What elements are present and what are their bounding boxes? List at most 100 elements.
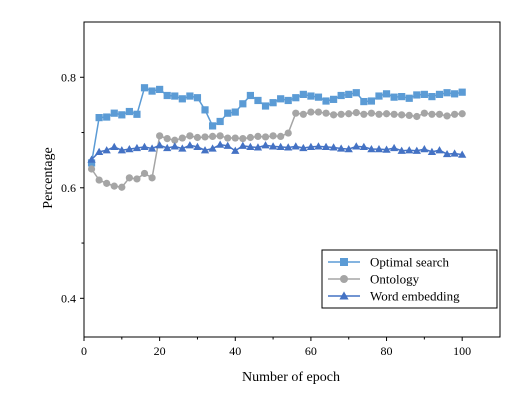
data-point <box>269 132 277 140</box>
data-point <box>216 140 225 148</box>
data-point <box>390 110 398 118</box>
plot-frame <box>83 21 501 338</box>
legend-entry: Optimal search <box>328 255 450 270</box>
data-point <box>201 106 209 114</box>
data-point <box>246 133 254 142</box>
legend-label: Word embedding <box>370 289 460 304</box>
data-point <box>103 179 111 187</box>
data-point <box>451 90 459 98</box>
data-point <box>405 111 413 119</box>
data-point <box>201 133 209 141</box>
data-point <box>321 142 331 150</box>
data-point <box>345 110 353 118</box>
data-point <box>254 96 262 105</box>
data-point <box>110 182 118 190</box>
data-point <box>110 142 119 150</box>
data-point <box>329 143 338 151</box>
data-point <box>330 111 338 119</box>
data-point <box>420 144 429 153</box>
x-tick-label: 60 <box>305 344 317 358</box>
data-point <box>239 135 247 143</box>
data-point <box>171 92 179 100</box>
series-group <box>87 84 467 191</box>
data-point <box>345 90 353 98</box>
data-point <box>428 93 436 101</box>
legend-label: Ontology <box>370 272 420 287</box>
data-point <box>458 150 467 158</box>
data-point <box>291 142 300 150</box>
data-point <box>163 91 171 100</box>
data-point <box>307 92 315 100</box>
data-point <box>337 144 346 152</box>
data-point <box>231 134 239 142</box>
data-point <box>200 146 210 154</box>
x-tick-label: 100 <box>453 344 471 358</box>
data-point <box>125 107 133 116</box>
data-point <box>186 132 194 140</box>
data-point <box>284 143 293 151</box>
data-point <box>330 95 338 103</box>
data-point <box>193 133 202 142</box>
data-point <box>132 143 142 152</box>
data-point <box>193 94 202 102</box>
data-point <box>185 141 195 149</box>
data-point <box>277 132 285 140</box>
data-point <box>223 141 232 149</box>
data-point <box>224 134 232 142</box>
data-point <box>344 144 353 153</box>
data-point <box>156 132 164 140</box>
legend: Optimal search Ontology Word embedding <box>321 249 498 309</box>
data-point <box>224 109 232 117</box>
data-point <box>261 102 270 110</box>
data-point <box>133 175 141 183</box>
data-point <box>268 142 278 150</box>
y-tick-label: 0.8 <box>61 70 76 84</box>
x-tick-label: 20 <box>154 344 166 358</box>
data-point <box>292 109 300 117</box>
data-point <box>178 134 186 142</box>
data-point <box>246 142 255 150</box>
series-optimal-search <box>87 84 466 167</box>
data-point <box>359 142 368 150</box>
legend-label: Optimal search <box>370 255 450 270</box>
data-point <box>382 90 391 98</box>
data-point <box>451 110 459 118</box>
data-point <box>208 144 217 152</box>
data-point <box>405 146 414 154</box>
data-point <box>314 142 323 150</box>
y-tick-label: 0.6 <box>61 181 76 195</box>
x-tick-label: 80 <box>381 344 393 358</box>
data-point <box>156 85 164 94</box>
data-point <box>443 112 451 120</box>
data-point <box>163 135 171 143</box>
data-point <box>261 133 270 141</box>
legend-marker <box>339 291 349 300</box>
data-point <box>238 141 247 149</box>
data-point <box>397 146 406 154</box>
data-point <box>427 147 437 155</box>
data-point <box>148 174 156 182</box>
data-point <box>352 142 361 150</box>
data-point <box>208 132 217 140</box>
data-point <box>253 143 263 151</box>
data-point <box>352 89 360 97</box>
data-point <box>87 155 96 163</box>
data-point <box>420 109 428 117</box>
data-point <box>269 99 277 107</box>
data-point <box>140 142 149 150</box>
data-point <box>337 91 345 100</box>
data-point <box>435 110 444 118</box>
data-point <box>458 110 466 118</box>
data-point <box>208 122 217 130</box>
legend-marker <box>340 258 348 266</box>
data-point <box>299 110 307 118</box>
y-axis-title: Percentage <box>41 147 56 208</box>
data-point <box>118 183 126 191</box>
data-point <box>231 146 240 154</box>
data-point <box>360 97 368 106</box>
data-point <box>140 84 149 92</box>
data-point <box>367 109 376 117</box>
data-point <box>95 114 103 122</box>
data-point <box>216 132 224 140</box>
